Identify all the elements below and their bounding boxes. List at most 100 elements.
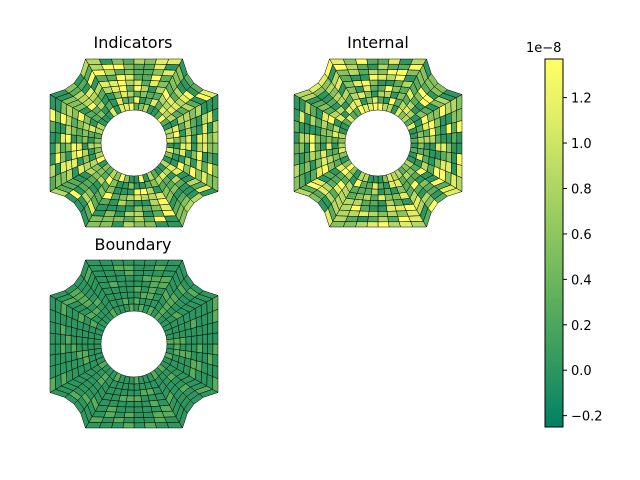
mesh-cell [202,343,208,354]
mesh-cell [111,221,124,228]
mesh-cell [133,74,144,81]
mesh-cell [133,264,145,271]
mesh-cell [369,200,379,207]
mesh-cell [356,216,369,223]
mesh-cell [133,401,143,408]
mesh-cell [87,142,95,150]
mesh-cell [166,137,175,144]
mesh-cell [207,322,214,335]
mesh-cell [345,63,359,71]
mesh-cell [293,163,300,179]
mesh-cell [309,159,317,172]
mesh-cell [54,343,61,355]
mesh-cell [125,280,135,287]
mesh-cell [49,343,56,356]
mesh-cell [144,422,157,429]
mesh-cell [81,148,89,158]
mesh-cell [377,63,389,70]
colorbar-tick-label: 1.2 [571,92,592,107]
mesh-cell [142,69,155,76]
mesh-cell [304,133,310,144]
mesh-cell [377,205,388,212]
mesh-cell [127,297,135,305]
mesh-cell [337,142,346,149]
mesh-cell [143,216,156,223]
mesh-cell [342,58,358,65]
mesh-cell [122,221,135,228]
mesh-cell [456,142,463,155]
mesh-cell [116,79,127,87]
mesh-cell [377,182,385,190]
mesh-cell [133,69,144,75]
mesh-cell [126,90,135,98]
mesh-cell [133,376,140,385]
mesh-cell [81,343,89,352]
mesh-cell [65,334,72,345]
mesh-cell [54,142,61,154]
mesh-cell [207,152,214,165]
mesh-cell [126,291,135,299]
mesh-cell [140,194,150,201]
mesh-cell [76,350,83,360]
mesh-cell [331,142,339,150]
mesh-cell [123,417,135,424]
colorbar-tick-label: 0.0 [571,364,592,379]
mesh-cell [141,400,152,408]
mesh-cell [103,270,117,277]
mesh-cell [212,120,219,133]
mesh-cell [70,343,77,353]
mesh-cell [81,336,89,345]
mesh-cell [185,336,192,345]
mesh-cell [366,58,379,65]
mesh-cell [440,142,447,153]
mesh-cell [293,142,300,155]
mesh-cell [185,127,192,137]
mesh-cell [115,406,126,413]
mesh-cell [191,142,198,152]
mesh-cell [207,132,214,144]
mesh-cell [133,383,141,391]
mesh-cell [202,334,208,345]
mesh-cell [386,74,397,81]
mesh-cell [456,131,463,144]
mesh-cell [179,128,187,138]
mesh-cell [113,210,126,217]
mesh-cell [191,343,198,353]
mesh-cell [440,124,447,135]
mesh-cell [124,69,135,75]
mesh-cell [325,142,333,151]
mesh-cell [49,364,56,380]
mesh-cell [105,74,118,82]
mesh-cell [112,417,125,424]
colorbar-tick-label: 0.2 [571,319,592,334]
mesh-cell [347,69,361,76]
mesh-cell [49,321,56,334]
mesh-cell [124,270,135,276]
mesh-cell [81,349,89,359]
mesh-cell [309,124,316,135]
mesh-cell [124,211,135,217]
mesh-cell [377,69,388,75]
mesh-cell [423,128,431,138]
mesh-cell [166,338,175,345]
mesh-cell [201,151,208,164]
mesh-cell [133,216,145,223]
mesh-cell [111,259,124,266]
mesh-cell [440,151,447,162]
mesh-cell [179,135,187,144]
mesh-cell [368,69,379,75]
mesh-cell [383,188,393,196]
mesh-cell [368,74,379,81]
mesh-cell [367,216,379,223]
mesh-cell [154,221,170,228]
mesh-cell [377,58,390,65]
mesh-cell [119,291,129,299]
mesh-cell [325,135,333,144]
mesh-cell [397,215,411,223]
mesh-cell [445,122,452,135]
mesh-cell [151,210,165,217]
mesh-cell [366,221,379,228]
mesh-cell [151,411,165,418]
mesh-cell [150,405,163,413]
